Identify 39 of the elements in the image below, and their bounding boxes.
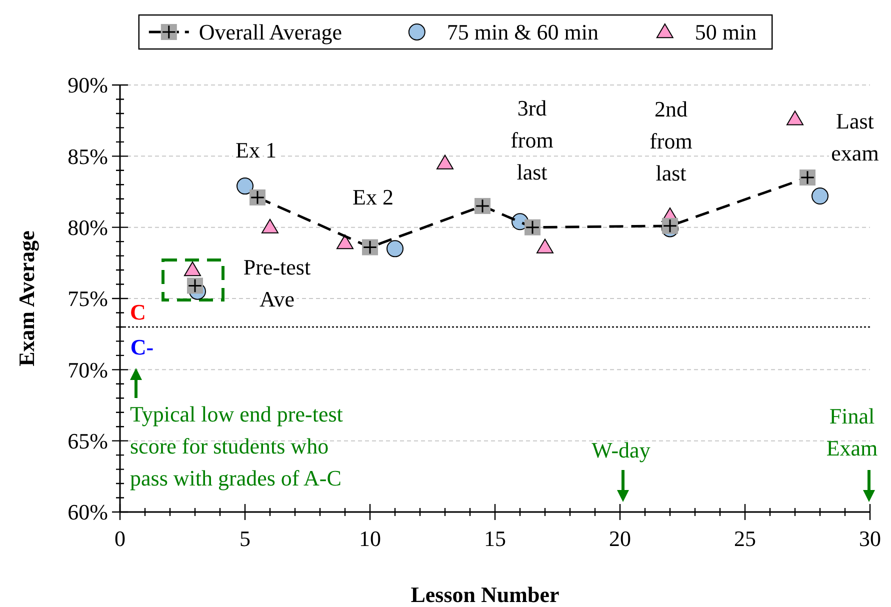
annotation: Ex 1: [236, 138, 276, 163]
x-tick-label: 10: [359, 526, 381, 551]
annotation: 2nd from last: [650, 96, 692, 186]
point: [236, 178, 254, 195]
y-tick-label: 85%: [68, 144, 108, 169]
point: [436, 154, 454, 170]
annotation: C: [130, 300, 146, 325]
y-tick-label: 90%: [68, 72, 108, 98]
y-tick-label: 75%: [68, 286, 108, 312]
legend-label: 75 min & 60 min: [446, 20, 598, 45]
y-axis-title: Exam Average: [14, 230, 39, 366]
annotation: Pre-test Ave: [243, 254, 311, 312]
x-tick-label: 15: [484, 526, 506, 551]
x-axis-title: Lesson Number: [410, 582, 560, 607]
annotation: Last exam: [831, 108, 879, 166]
point: [536, 238, 554, 254]
x-tick-label: 5: [240, 526, 250, 551]
annotation: Final Exam: [826, 404, 878, 461]
point: [812, 188, 828, 205]
point: [786, 110, 804, 126]
legend-label: Overall Average: [198, 20, 342, 45]
annotation: Ex 2: [352, 184, 394, 210]
annotation: Typical low end pre-test score for students who pass with grades of A-C: [130, 402, 343, 491]
point: [184, 262, 201, 276]
annotation: C-: [130, 334, 154, 360]
y-tick-label: 60%: [68, 500, 108, 525]
y-tick-label: 70%: [68, 357, 108, 382]
annotation: W-day: [592, 438, 650, 463]
x-tick-label: 20: [609, 526, 631, 551]
point: [336, 234, 354, 250]
x-tick-label: 25: [734, 526, 756, 551]
x-tick-label: 0: [114, 526, 126, 551]
x-tick-label: 30: [859, 526, 881, 551]
y-tick-label: 65%: [68, 428, 108, 454]
point: [262, 218, 278, 234]
y-tick-label: 80%: [68, 215, 108, 240]
legend-label: 50 min: [694, 20, 757, 45]
annotation: 3rd from last: [510, 96, 554, 185]
point: [386, 240, 404, 258]
